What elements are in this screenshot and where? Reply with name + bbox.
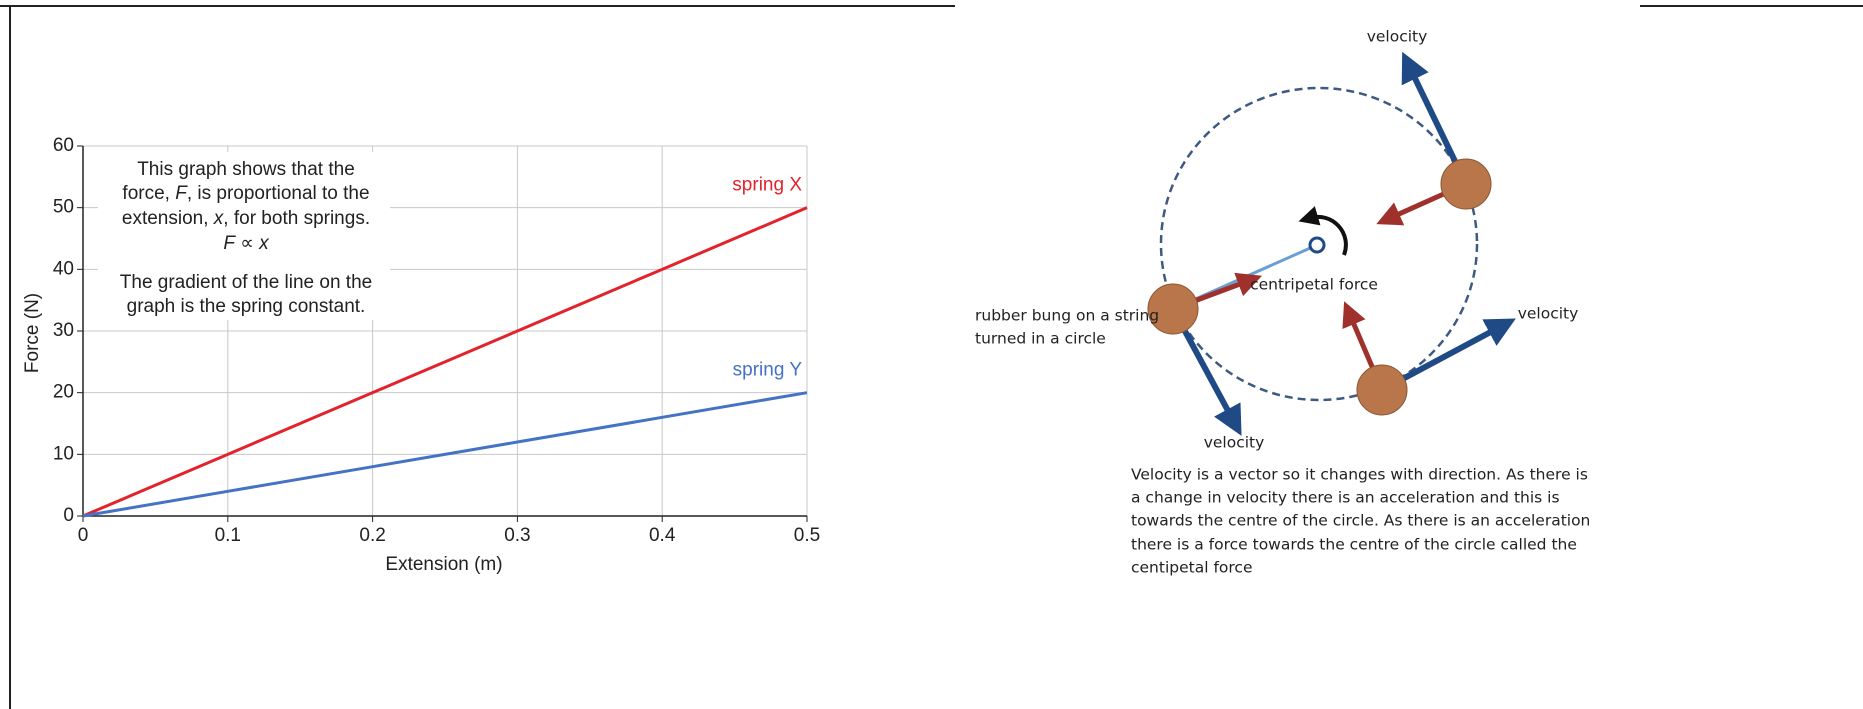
annotation-text: force, (122, 183, 175, 204)
x-tick-label: 0.4 (649, 525, 676, 546)
x-tick-label: 0.2 (359, 525, 385, 546)
x-tick-label: 0 (78, 525, 89, 546)
y-tick-label: 0 (63, 505, 74, 526)
x-tick-label: 0.1 (215, 525, 241, 546)
centre (1310, 238, 1324, 252)
annotation-text: extension, (122, 208, 214, 229)
x-tick-label: 0.3 (504, 525, 530, 546)
annotation-text: , for both springs. (223, 208, 370, 229)
diagram: velocity velocity velocity centripetal f… (975, 28, 1590, 577)
caption-line: towards the centre of the circle. As the… (1131, 512, 1590, 530)
y-tick-label: 50 (53, 197, 74, 218)
annotation-line: graph is the spring constant. (127, 296, 366, 317)
bung (1441, 159, 1491, 209)
annotation-text: graph is the spring constant. (127, 296, 366, 317)
annotation-text: , is proportional to the (187, 183, 370, 204)
y-axis-label: Force (N) (22, 293, 43, 373)
annotation-line: F ∝ x (223, 233, 270, 254)
label: turned in a circle (975, 330, 1106, 348)
annotation-text: The gradient of the line on the (120, 272, 372, 293)
label: centripetal force (1250, 276, 1378, 294)
bung (1357, 365, 1407, 415)
y-tick-label: 10 (53, 443, 74, 464)
annotation-text: This graph shows that the (137, 159, 355, 180)
annotation-line: force, F, is proportional to the (122, 183, 369, 204)
caption-line: Velocity is a vector so it changes with … (1131, 466, 1588, 484)
x-tick-label: 0.5 (794, 525, 820, 546)
caption-line: a change in velocity there is an acceler… (1131, 489, 1560, 507)
label: rubber bung on a string (975, 307, 1159, 325)
series-label: spring Y (733, 360, 803, 381)
caption-line: centipetal force (1131, 559, 1252, 577)
screen: Force (N) Extension (m) 0 10 20 30 40 50 60 0 0.… (0, 0, 1863, 709)
annotation-text: ∝ (235, 233, 259, 254)
page: Force (N) Extension (m) 0 10 20 30 40 50 60 0 0.… (0, 0, 1863, 709)
y-tick-label: 60 (53, 135, 74, 156)
annotation-text: x (258, 233, 270, 254)
x-axis-label: Extension (m) (385, 554, 502, 575)
annotation-line: The gradient of the line on the (120, 272, 372, 293)
y-tick-label: 30 (53, 320, 74, 341)
chart: Force (N) Extension (m) 0 10 20 30 40 50 60 0 0.… (22, 135, 820, 575)
annotation-line: This graph shows that the (137, 159, 355, 180)
annotation-line: extension, x, for both springs. (122, 208, 370, 229)
y-tick-label: 20 (53, 382, 74, 403)
series-label: spring X (732, 175, 802, 196)
label: velocity (1518, 305, 1579, 323)
caption-line: there is a force towards the centre of t… (1131, 536, 1577, 554)
y-tick-label: 40 (53, 258, 74, 279)
label: velocity (1367, 28, 1428, 46)
label: velocity (1204, 434, 1265, 452)
